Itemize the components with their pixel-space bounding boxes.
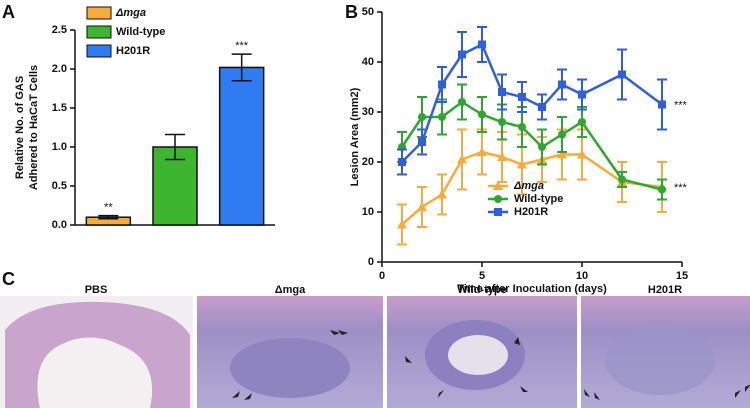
marker — [457, 154, 467, 164]
marker — [658, 100, 666, 109]
marker — [518, 93, 526, 101]
error-bar — [231, 53, 252, 82]
y-axis-label: Lesion Area (mm2) — [349, 87, 361, 186]
x-axis-label: Time after Inoculation (days) — [457, 283, 607, 295]
marker — [458, 98, 466, 106]
marker — [478, 40, 486, 49]
marker — [477, 147, 487, 156]
marker — [538, 143, 546, 151]
y-tick-label: 10 — [362, 206, 374, 218]
y-tick-label: 30 — [362, 106, 374, 118]
y-tick-label: 40 — [362, 56, 374, 68]
marker — [498, 88, 506, 96]
marker — [438, 113, 446, 121]
marker — [578, 118, 586, 126]
marker — [458, 50, 466, 59]
marker — [497, 152, 507, 161]
significance: ** — [104, 202, 113, 214]
marker — [418, 138, 426, 146]
x-tick-label: 10 — [576, 270, 588, 282]
marker — [438, 80, 446, 89]
legend-label: Δmga — [115, 7, 146, 19]
histology-images — [0, 296, 750, 408]
y-axis-label-line: Adhered to HaCaT Cells — [28, 65, 40, 190]
legend-swatch — [86, 44, 112, 58]
y-axis-label-line: Relative No. of GAS — [14, 76, 26, 179]
y-tick-label: 0 — [368, 256, 374, 268]
y-tick-label: 0.0 — [52, 219, 67, 231]
y-tick-label: 1.0 — [52, 141, 67, 153]
marker — [558, 80, 566, 89]
bar — [218, 66, 265, 226]
legend-label: Wild-type — [116, 26, 165, 38]
y-axis-label: Relative No. of GAS Adhered to HaCaT Cell… — [14, 65, 40, 190]
marker — [518, 123, 526, 131]
marker — [578, 90, 586, 99]
panel-label: C — [2, 269, 15, 289]
legend-swatch — [86, 6, 112, 20]
marker — [577, 149, 587, 159]
marker — [398, 158, 406, 166]
series-line — [401, 42, 663, 163]
significance: *** — [674, 99, 688, 111]
marker — [658, 185, 666, 194]
x-tick-label: 0 — [379, 270, 385, 282]
image-title: Wild-type — [457, 284, 506, 296]
legend-label: Δmga — [513, 180, 544, 192]
marker — [517, 159, 527, 169]
marker — [397, 219, 407, 229]
marker — [538, 103, 546, 111]
y-tick-label: 50 — [362, 6, 374, 18]
marker — [618, 70, 626, 79]
marker — [557, 149, 567, 159]
legend-swatch — [86, 25, 112, 39]
x-tick-label: 15 — [676, 270, 688, 282]
image-title: H201R — [648, 284, 682, 296]
marker — [618, 175, 626, 184]
y-tick-label: 1.5 — [52, 102, 67, 114]
marker — [558, 130, 566, 139]
significance: *** — [235, 40, 249, 52]
significance: *** — [674, 182, 688, 194]
x-tick-label: 5 — [479, 270, 485, 282]
marker — [437, 189, 447, 199]
marker — [494, 195, 502, 203]
marker — [418, 113, 426, 121]
marker — [493, 181, 503, 190]
y-tick-label: 20 — [362, 156, 374, 168]
marker — [417, 202, 427, 211]
y-tick-label: 2.5 — [52, 24, 67, 36]
marker — [494, 208, 502, 216]
image-title: PBS — [85, 284, 108, 296]
marker — [498, 118, 506, 126]
error-bar — [98, 214, 119, 220]
legend-label: H201R — [116, 45, 150, 57]
marker — [478, 110, 486, 119]
image-title: Δmga — [275, 284, 306, 296]
panel-label: B — [345, 2, 358, 22]
legend-label: H201R — [514, 206, 548, 218]
y-tick-label: 0.5 — [52, 180, 67, 192]
legend-label: Wild-type — [514, 193, 563, 205]
error-bar — [165, 133, 185, 161]
y-tick-label: 2.0 — [52, 63, 67, 75]
panel-label: A — [2, 2, 15, 22]
